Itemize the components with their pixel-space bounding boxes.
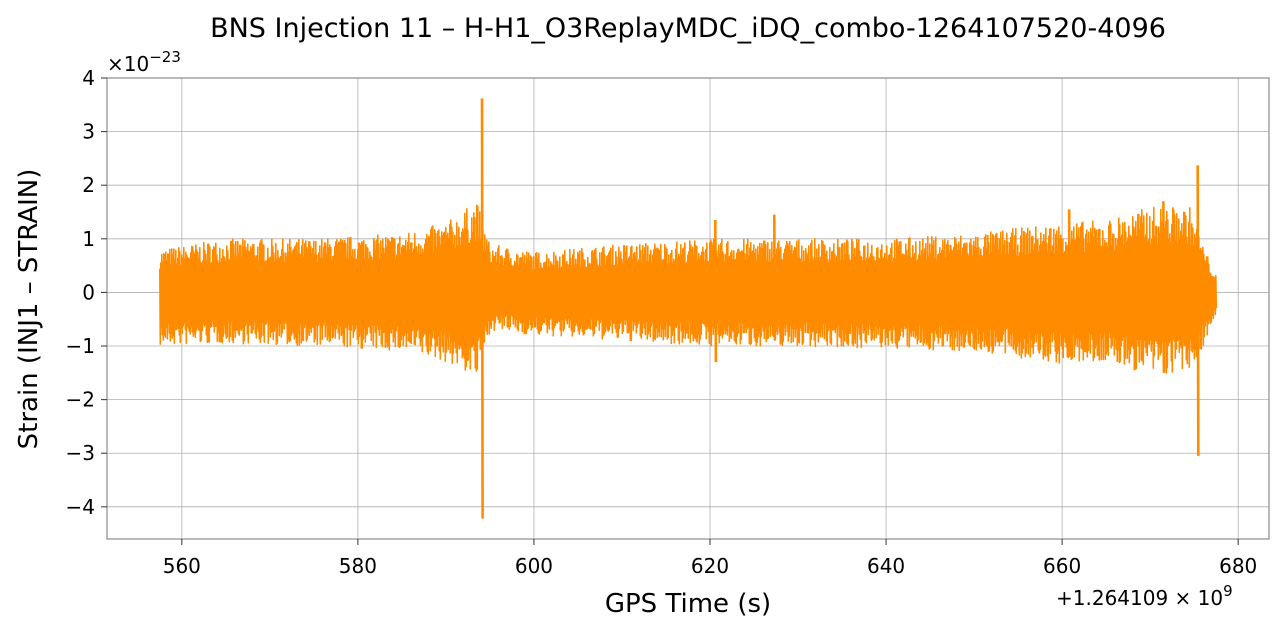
strain-spike — [480, 98, 484, 519]
x-tick-label: 620 — [691, 554, 729, 578]
y-axis-label: Strain (INJ1 – STRAIN) — [14, 169, 44, 450]
x-tick-label: 680 — [1219, 554, 1257, 578]
strain-trace — [159, 204, 1218, 374]
strain-spike — [772, 214, 777, 341]
y-scale-factor: ×10−23 — [107, 48, 181, 76]
y-tick-label: −2 — [66, 388, 95, 412]
strain-spike — [713, 220, 718, 363]
x-tick-label: 600 — [515, 554, 553, 578]
y-tick-label: 0 — [82, 280, 95, 304]
x-tick-label: 660 — [1043, 554, 1081, 578]
y-tick-label: 4 — [82, 66, 95, 90]
strain-spike — [1196, 165, 1200, 456]
strain-spike — [1067, 209, 1072, 357]
x-axis-ticks: 560 580 600 620 640 660 680 — [163, 539, 1257, 578]
y-tick-label: 3 — [82, 120, 95, 144]
x-tick-label: 580 — [339, 554, 377, 578]
x-tick-label: 640 — [867, 554, 905, 578]
y-tick-label: −1 — [66, 334, 95, 358]
y-tick-label: −3 — [66, 441, 95, 465]
y-tick-label: 1 — [82, 227, 95, 251]
y-tick-label: 2 — [82, 173, 95, 197]
chart-title: BNS Injection 11 – H-H1_O3ReplayMDC_iDQ_… — [210, 13, 1166, 44]
plot-frame — [106, 77, 1270, 540]
series-strain — [159, 98, 1218, 519]
x-offset-label: +1.264109 × 109 — [1056, 582, 1233, 610]
x-tick-label: 560 — [163, 554, 201, 578]
y-axis-ticks: 4 3 2 1 0 −1 −2 −3 −4 — [66, 66, 107, 519]
x-axis-label: GPS Time (s) — [605, 589, 771, 619]
strain-spike — [1162, 201, 1166, 373]
y-tick-label: −4 — [66, 495, 95, 519]
